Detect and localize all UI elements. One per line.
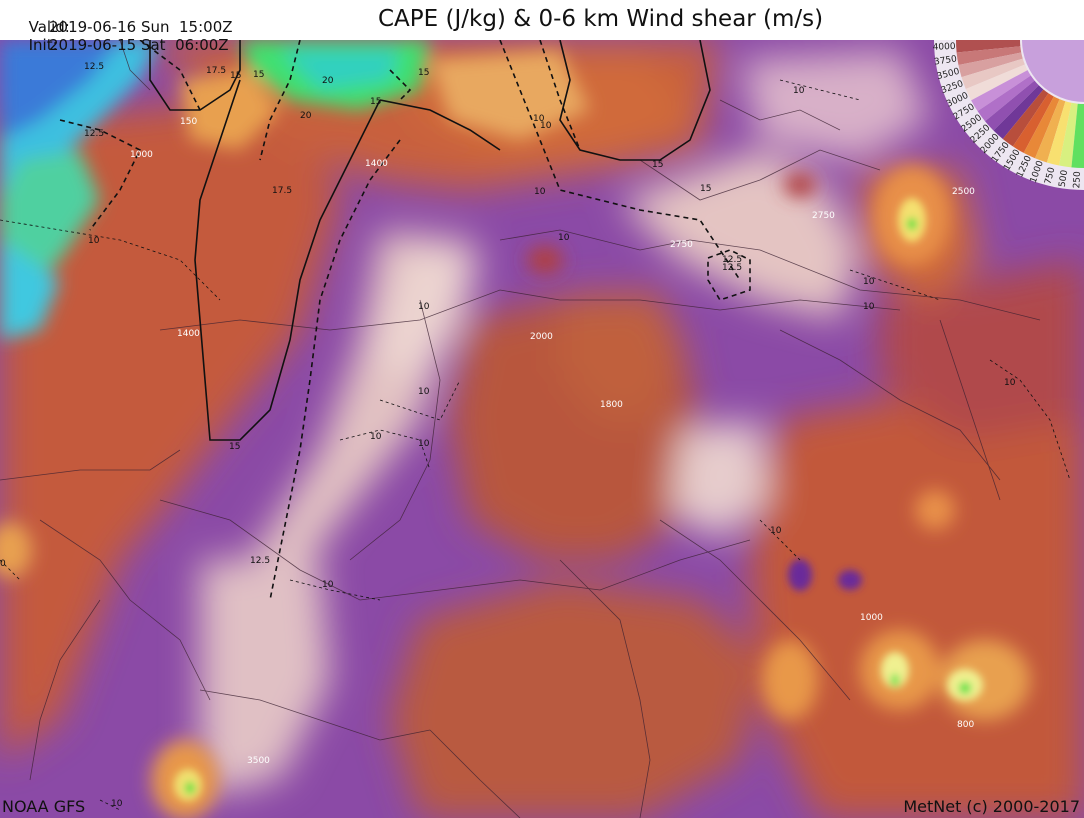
site-credit: MetNet (c) 2000-2017: [903, 797, 1080, 816]
cape-label: 150: [180, 117, 197, 127]
cape-label: 2000: [530, 332, 553, 342]
shear-label: 10: [534, 187, 546, 197]
shear-label: 12.5: [722, 255, 742, 265]
shear-label: 10: [111, 799, 123, 809]
shear-label: 10: [370, 432, 382, 442]
shear-label: 10: [322, 580, 334, 590]
model-credit: NOAA GFS: [2, 797, 86, 816]
shear-label: 10: [533, 114, 545, 124]
shear-label: 0: [0, 559, 6, 569]
cape-field: 150 1000 1400 1400 2000 1800 2750 2750 2…: [0, 40, 1084, 818]
init-time-row: Init: 2019-06-15 Sat 06:00Z: [0, 18, 229, 72]
shear-contours-thin: [0, 79, 1071, 811]
legend-value: 4000: [933, 42, 957, 53]
valid-time: 2019-06-16 Sun 15:00Z: [49, 18, 233, 36]
shear-label: 10: [88, 236, 100, 246]
cape-label: 2750: [670, 240, 693, 250]
shear-label: 10: [863, 277, 875, 287]
legend-wedge: [1012, 93, 1054, 153]
cape-labels: 150 1000 1400 1400 2000 1800 2750 2750 2…: [130, 117, 975, 766]
shear-label: 15: [370, 97, 381, 107]
shear-label: 12.5: [84, 62, 104, 72]
shear-label: 15: [230, 71, 241, 81]
shear-label: 10: [540, 121, 552, 131]
cape-label: 2500: [952, 187, 975, 197]
legend-wedge: [956, 46, 1022, 65]
legend-wedge: [1023, 96, 1060, 159]
shear-label: 17.5: [272, 186, 292, 196]
map-title: CAPE (J/kg) & 0-6 km Wind shear (m/s): [378, 6, 824, 32]
shear-label: 15: [229, 442, 240, 452]
shear-label: 10: [863, 302, 875, 312]
cape-label: 1400: [365, 159, 388, 169]
legend-wedge: [971, 70, 1031, 112]
shear-label: 10: [418, 439, 430, 449]
shear-label: 10: [418, 302, 430, 312]
shear-label: 10: [1004, 378, 1016, 388]
shear-label: 15: [652, 160, 663, 170]
map-header: Valid: 2019-06-16 Sun 15:00Z Init: 2019-06…: [0, 0, 1084, 54]
shear-label: 20: [300, 111, 312, 121]
init-time: 2019-06-15 Sat 06:00Z: [49, 36, 229, 54]
legend-wedge: [993, 85, 1044, 139]
cape-label: 2750: [812, 211, 835, 221]
cape-label: 3500: [247, 756, 270, 766]
shear-contours-solid: [149, 40, 711, 441]
init-label: Init:: [28, 36, 58, 54]
legend-wedge: [1059, 102, 1078, 168]
legend-value: 250: [1072, 171, 1083, 189]
valid-label: Valid:: [28, 18, 70, 36]
cape-label: 1400: [177, 329, 200, 339]
cape-label: 1000: [130, 150, 153, 160]
shear-label: 10: [418, 387, 430, 397]
shear-label: 10: [793, 86, 805, 96]
legend-wedge: [961, 58, 1025, 89]
shear-label: 15: [253, 70, 264, 80]
valid-time-row: Valid: 2019-06-16 Sun 15:00Z: [0, 0, 233, 54]
legend-wedge: [958, 52, 1023, 78]
legend-value: 500: [1058, 169, 1070, 188]
shear-label: 17.5: [206, 66, 226, 76]
legend-wedge: [956, 40, 1021, 53]
shear-label: 15: [418, 68, 429, 78]
legend-wedge: [1002, 89, 1049, 147]
shear-contours-dashed: [59, 40, 751, 601]
country-borders: [0, 40, 1041, 818]
shear-label: 10: [770, 526, 782, 536]
legend-color-wheel: [956, 40, 1084, 168]
shear-label: 20: [322, 76, 334, 86]
legend-wedge: [1035, 99, 1066, 163]
cape-label: 1000: [860, 613, 883, 623]
shear-label: 15: [700, 184, 711, 194]
legend-value: 3750: [934, 54, 958, 67]
shear-label: 12.5: [250, 556, 270, 566]
legend-wedge: [1046, 101, 1072, 166]
legend-wedge: [965, 64, 1028, 101]
legend-wedge: [977, 75, 1035, 122]
shear-label: 10: [558, 233, 570, 243]
legend-value: 750: [1044, 166, 1058, 185]
legend-wedge: [1071, 103, 1084, 168]
cape-label: 800: [957, 720, 974, 730]
legend-wedge: [985, 80, 1039, 131]
cape-label: 1800: [600, 400, 623, 410]
shear-label: 12.5: [84, 129, 104, 139]
shear-label: 12.5: [722, 263, 742, 273]
shear-labels: 12.5 12.5 12.5 12.5 12.5 15 15 15 15 15 …: [0, 62, 1016, 809]
